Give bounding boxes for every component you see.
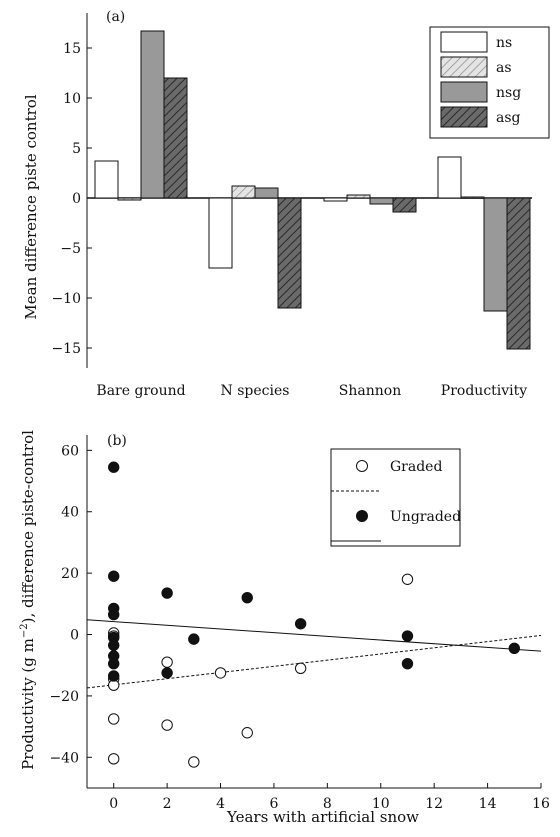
bar-nsg: [483, 197, 508, 312]
panel-a-y-axis: −15 −10 −5 0 5 10 15: [51, 13, 532, 368]
legend-swatch-ns: [440, 31, 488, 53]
bar-chart-panel: (a) Mean difference piste control −15 −10…: [22, 9, 550, 399]
panel-b-x-tick-label: 14: [479, 796, 497, 812]
panel-a-legend: ns as nsg asg: [429, 26, 550, 139]
point-graded: [401, 573, 414, 585]
panel-a-y-tick-label: 5: [72, 141, 81, 157]
bar-ns: [323, 197, 348, 202]
point-ungraded: [108, 570, 120, 582]
bar-as: [231, 185, 256, 199]
panel-b-x-tick-label: 16: [532, 796, 550, 812]
panel-b-y-tick-label: 40: [61, 505, 79, 521]
bar-asg: [277, 197, 302, 309]
legend-box: [330, 448, 461, 547]
panel-b-x-axis-title: Years with artificial snow: [226, 808, 419, 826]
point-ungraded: [294, 618, 307, 630]
panel-a-y-tick-label: −10: [51, 291, 81, 307]
point-ungraded: [161, 587, 173, 599]
point-ungraded: [108, 461, 120, 473]
point-ungraded: [108, 608, 120, 621]
point-ungraded: [508, 642, 520, 655]
point-graded: [214, 667, 227, 679]
panel-a-y-tick-label: 0: [72, 191, 81, 207]
legend-label-graded: Graded: [390, 459, 442, 475]
legend-swatch-asg: [440, 106, 488, 128]
bar-ns: [437, 156, 462, 199]
point-graded: [161, 719, 173, 731]
panel-b-x-tick-label: 4: [216, 796, 225, 812]
bar-asg: [506, 197, 531, 350]
panel-a-category-label: Shannon: [339, 383, 401, 399]
scatter-chart-panel: (b) Productivity (g m−2), difference pis…: [19, 430, 550, 826]
legend-marker-graded: [356, 460, 368, 472]
point-graded: [294, 662, 307, 674]
panel-b-axes: −40 −20 0 20 40 60 0 2 4 6 8 10 12 14 16: [49, 435, 550, 812]
point-graded: [108, 713, 120, 725]
panel-b-x-tick-label: 0: [109, 796, 118, 812]
panel-a-category-label: Bare ground: [96, 383, 185, 399]
point-ungraded: [401, 657, 414, 670]
panel-b-y-tick-label: 0: [70, 628, 79, 644]
panel-b-points: [108, 461, 520, 768]
panel-a-y-axis-title: Mean difference piste control: [22, 94, 40, 319]
panel-a-y-tick-label: 10: [63, 91, 81, 107]
bar-ns: [94, 160, 119, 199]
legend-label-asg: asg: [496, 110, 521, 126]
panel-a-y-tick-label: −15: [51, 341, 81, 357]
legend-swatch-as: [440, 56, 488, 78]
bar-nsg: [140, 30, 165, 199]
bar-nsg: [254, 187, 279, 199]
fit-line-ungraded: [86, 619, 542, 652]
panel-b-label: (b): [107, 433, 127, 449]
bar-ns: [208, 197, 233, 269]
point-graded: [241, 727, 253, 739]
panel-a-category-labels: Bare ground N species Shannon Productivity: [96, 383, 527, 399]
panel-b-y-tick-label: 20: [61, 566, 79, 582]
panel-b-y-axis-title: Productivity (g m−2), difference piste-c…: [19, 430, 37, 770]
point-ungraded: [188, 633, 200, 645]
panel-b-x-tick-label: 12: [425, 796, 443, 812]
point-graded: [108, 753, 120, 765]
panel-a-y-tick-label: 15: [63, 41, 81, 57]
bar-as: [346, 194, 371, 199]
point-graded: [161, 656, 173, 668]
panel-b-y-tick-label: −40: [49, 750, 79, 766]
legend-label-nsg: nsg: [496, 85, 521, 101]
bar-as: [460, 196, 485, 199]
fit-line-graded: [86, 634, 542, 689]
point-ungraded: [108, 670, 120, 682]
panel-b-legend: Graded Ungraded: [330, 448, 461, 547]
point-ungraded: [161, 667, 173, 679]
panel-b-fit-lines: [86, 619, 542, 689]
panel-a-label: (a): [106, 9, 125, 25]
bar-nsg: [369, 197, 394, 205]
legend-label-as: as: [496, 60, 512, 76]
legend-marker-ungraded: [356, 510, 368, 522]
panel-a-y-tick-label: −5: [60, 241, 81, 257]
panel-b-x-tick-label: 8: [323, 796, 332, 812]
bar-asg: [392, 197, 417, 213]
panel-b-y-tick-label: 60: [61, 443, 79, 459]
point-graded: [188, 756, 200, 768]
panel-b-x-tick-label: 10: [372, 796, 390, 812]
point-ungraded: [108, 657, 120, 670]
panel-a-bars: [94, 30, 531, 350]
panel-b-x-tick-label: 6: [269, 796, 278, 812]
bar-as: [117, 197, 142, 201]
bar-asg: [163, 77, 188, 199]
legend-label-ungraded: Ungraded: [390, 509, 461, 525]
legend-swatch-nsg: [440, 81, 488, 103]
panel-b-x-tick-label: 2: [163, 796, 172, 812]
panel-a-category-label: N species: [221, 383, 290, 399]
legend-label-ns: ns: [496, 35, 512, 51]
point-ungraded: [401, 630, 414, 642]
panel-b-y-tick-label: −20: [49, 689, 79, 705]
point-ungraded: [241, 591, 253, 604]
point-ungraded: [108, 639, 120, 651]
panel-a-category-label: Productivity: [441, 383, 527, 399]
